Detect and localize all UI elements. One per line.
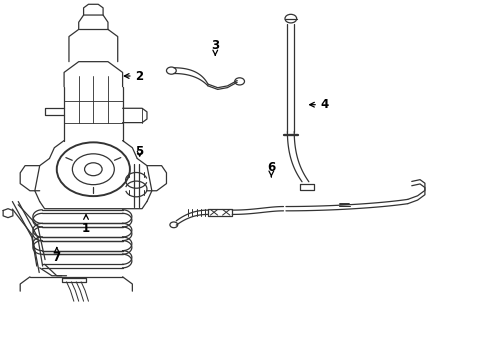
Text: 1: 1 — [82, 215, 90, 235]
Text: 4: 4 — [309, 98, 328, 111]
Text: 3: 3 — [211, 39, 219, 55]
Text: 2: 2 — [124, 69, 143, 82]
Text: 6: 6 — [266, 161, 275, 177]
Text: 7: 7 — [53, 247, 61, 264]
Text: 5: 5 — [135, 145, 143, 158]
